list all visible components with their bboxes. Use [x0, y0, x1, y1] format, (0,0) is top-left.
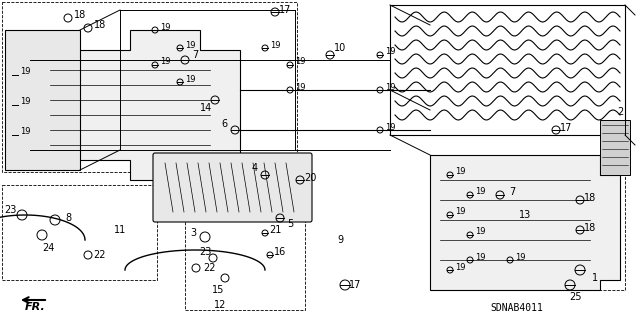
Text: 19: 19 [385, 83, 396, 92]
Text: 19: 19 [20, 128, 30, 137]
Text: 23: 23 [4, 205, 16, 215]
Text: 18: 18 [584, 193, 596, 203]
Text: 19: 19 [455, 167, 465, 176]
Text: 21: 21 [269, 225, 281, 235]
Text: 17: 17 [349, 280, 361, 290]
Text: 19: 19 [475, 253, 485, 262]
Polygon shape [30, 30, 240, 180]
Text: 6: 6 [221, 119, 227, 129]
Text: 19: 19 [185, 41, 195, 49]
Bar [600, 120, 630, 175]
Text: 22: 22 [204, 263, 216, 273]
Text: 4: 4 [252, 163, 258, 173]
Text: 19: 19 [20, 98, 30, 107]
Text: 17: 17 [279, 5, 291, 15]
Text: 18: 18 [584, 223, 596, 233]
Bar [185, 220, 305, 310]
Text: 23: 23 [199, 247, 211, 257]
Text: 19: 19 [20, 68, 30, 77]
Text: 12: 12 [214, 300, 226, 310]
Text: 19: 19 [160, 57, 170, 66]
Text: 7: 7 [509, 187, 515, 197]
Text: 19: 19 [269, 41, 280, 49]
Text: 20: 20 [304, 173, 316, 183]
Text: 18: 18 [74, 10, 86, 20]
Text: 19: 19 [295, 83, 305, 92]
Polygon shape [5, 30, 80, 170]
Bar [390, 5, 625, 135]
Text: 19: 19 [295, 57, 305, 66]
Text: 24: 24 [42, 243, 54, 253]
Text: 19: 19 [385, 48, 396, 56]
Text: 9: 9 [337, 235, 343, 245]
Bar [2, 185, 157, 280]
Text: 2: 2 [617, 107, 623, 117]
Text: 5: 5 [287, 219, 293, 229]
Text: 11: 11 [114, 225, 126, 235]
Text: 19: 19 [185, 75, 195, 84]
Text: 16: 16 [274, 247, 286, 257]
Text: 17: 17 [560, 123, 572, 133]
Text: SDNAB4011: SDNAB4011 [490, 303, 543, 313]
Bar [430, 155, 625, 290]
Text: 1: 1 [592, 273, 598, 283]
Text: 15: 15 [212, 285, 224, 295]
Bar [2, 2, 297, 172]
Text: 19: 19 [475, 227, 485, 236]
Text: 19: 19 [455, 263, 465, 271]
Text: 3: 3 [190, 228, 196, 238]
Text: 19: 19 [515, 253, 525, 262]
Text: 14: 14 [200, 103, 212, 113]
Text: FR.: FR. [25, 302, 45, 312]
Text: 19: 19 [455, 207, 465, 217]
Text: 10: 10 [334, 43, 346, 53]
Text: 19: 19 [475, 188, 485, 197]
FancyBboxPatch shape [153, 153, 312, 222]
Text: 18: 18 [94, 20, 106, 30]
Text: 22: 22 [93, 250, 106, 260]
Text: 8: 8 [65, 213, 71, 223]
Text: 19: 19 [385, 122, 396, 131]
Text: 13: 13 [519, 210, 531, 220]
Polygon shape [430, 155, 620, 290]
Text: 25: 25 [569, 292, 581, 302]
Text: 7: 7 [192, 50, 198, 60]
Text: 19: 19 [160, 23, 170, 32]
